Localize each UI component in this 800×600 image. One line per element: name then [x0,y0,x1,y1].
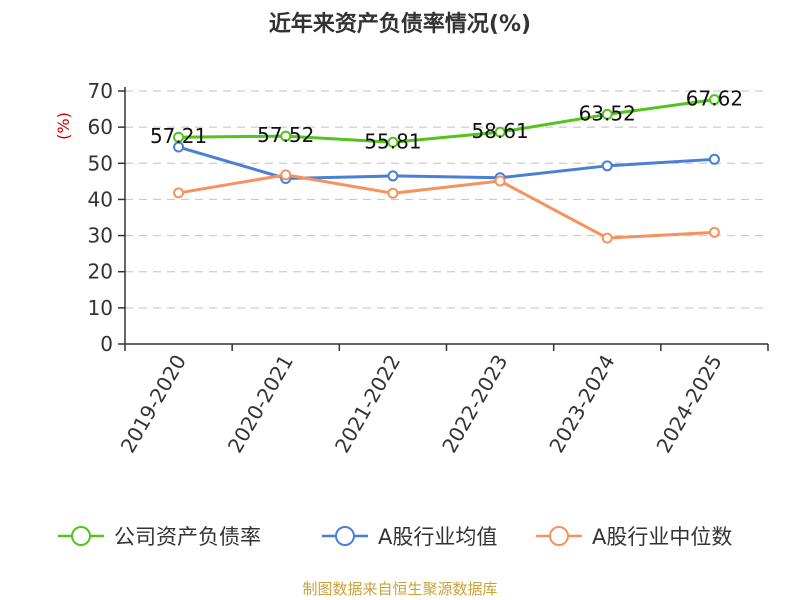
legend-item-2[interactable]: A股行业中位数 [536,525,732,549]
data-point [601,108,613,120]
x-tick-label: 2021-2022 [330,351,405,457]
legend-label: A股行业中位数 [592,525,732,549]
data-point [708,153,720,165]
y-tick-label: 10 [88,296,113,320]
data-label: 57.21 [150,124,207,148]
legend-marker [335,526,355,546]
x-tick-label: 2024-2025 [651,351,726,457]
y-tick-label: 60 [88,115,113,139]
y-tick-label: 30 [88,224,113,248]
data-point [494,126,506,138]
data-point [173,187,185,199]
data-point [601,160,613,172]
data-label: 58.61 [471,119,528,143]
series-line-2 [178,173,715,240]
data-label: 67.62 [686,87,743,111]
y-tick-label: 40 [88,187,113,211]
data-point [708,226,720,238]
grid-lines [125,90,768,309]
y-tick-label: 20 [88,260,113,284]
series-line-0 [178,98,715,144]
series-layer [173,94,720,244]
x-tick-label: 2023-2024 [544,351,619,457]
data-label: 63.52 [579,101,636,125]
data-point [494,175,506,187]
y-axis-label: (%) [54,112,73,140]
data-point [280,130,292,142]
y-tick-label: 50 [88,151,113,175]
x-tick-label: 2020-2021 [223,351,298,457]
legend-label: A股行业均值 [378,525,497,549]
legend-label: 公司资产负债率 [114,525,261,549]
series-line-1 [178,145,715,180]
legend-marker [71,526,91,546]
legend-item-0[interactable]: 公司资产负债率 [58,525,261,549]
source-note: 制图数据来自恒生聚源数据库 [302,580,498,598]
data-point [387,187,399,199]
data-point [280,169,292,181]
data-labels: 57.21 57.52 55.81 58.61 63.52 67.62 [150,87,743,154]
data-point [601,232,613,244]
data-point [173,141,185,153]
data-label: 55.81 [364,129,421,153]
data-point [708,94,720,106]
legend-marker [549,526,569,546]
legend: 公司资产负债率 A股行业均值 A股行业中位数 [58,525,732,549]
x-tick-label: 2019-2020 [116,351,191,457]
legend-item-1[interactable]: A股行业均值 [322,525,497,549]
data-label: 57.52 [257,123,314,147]
data-point [387,170,399,182]
y-tick-label: 0 [100,332,113,356]
y-tick-label: 70 [88,79,113,103]
x-tick-label: 2022-2023 [437,351,512,457]
chart-title: 近年来资产负债率情况(%) [268,12,532,37]
data-point [387,136,399,148]
